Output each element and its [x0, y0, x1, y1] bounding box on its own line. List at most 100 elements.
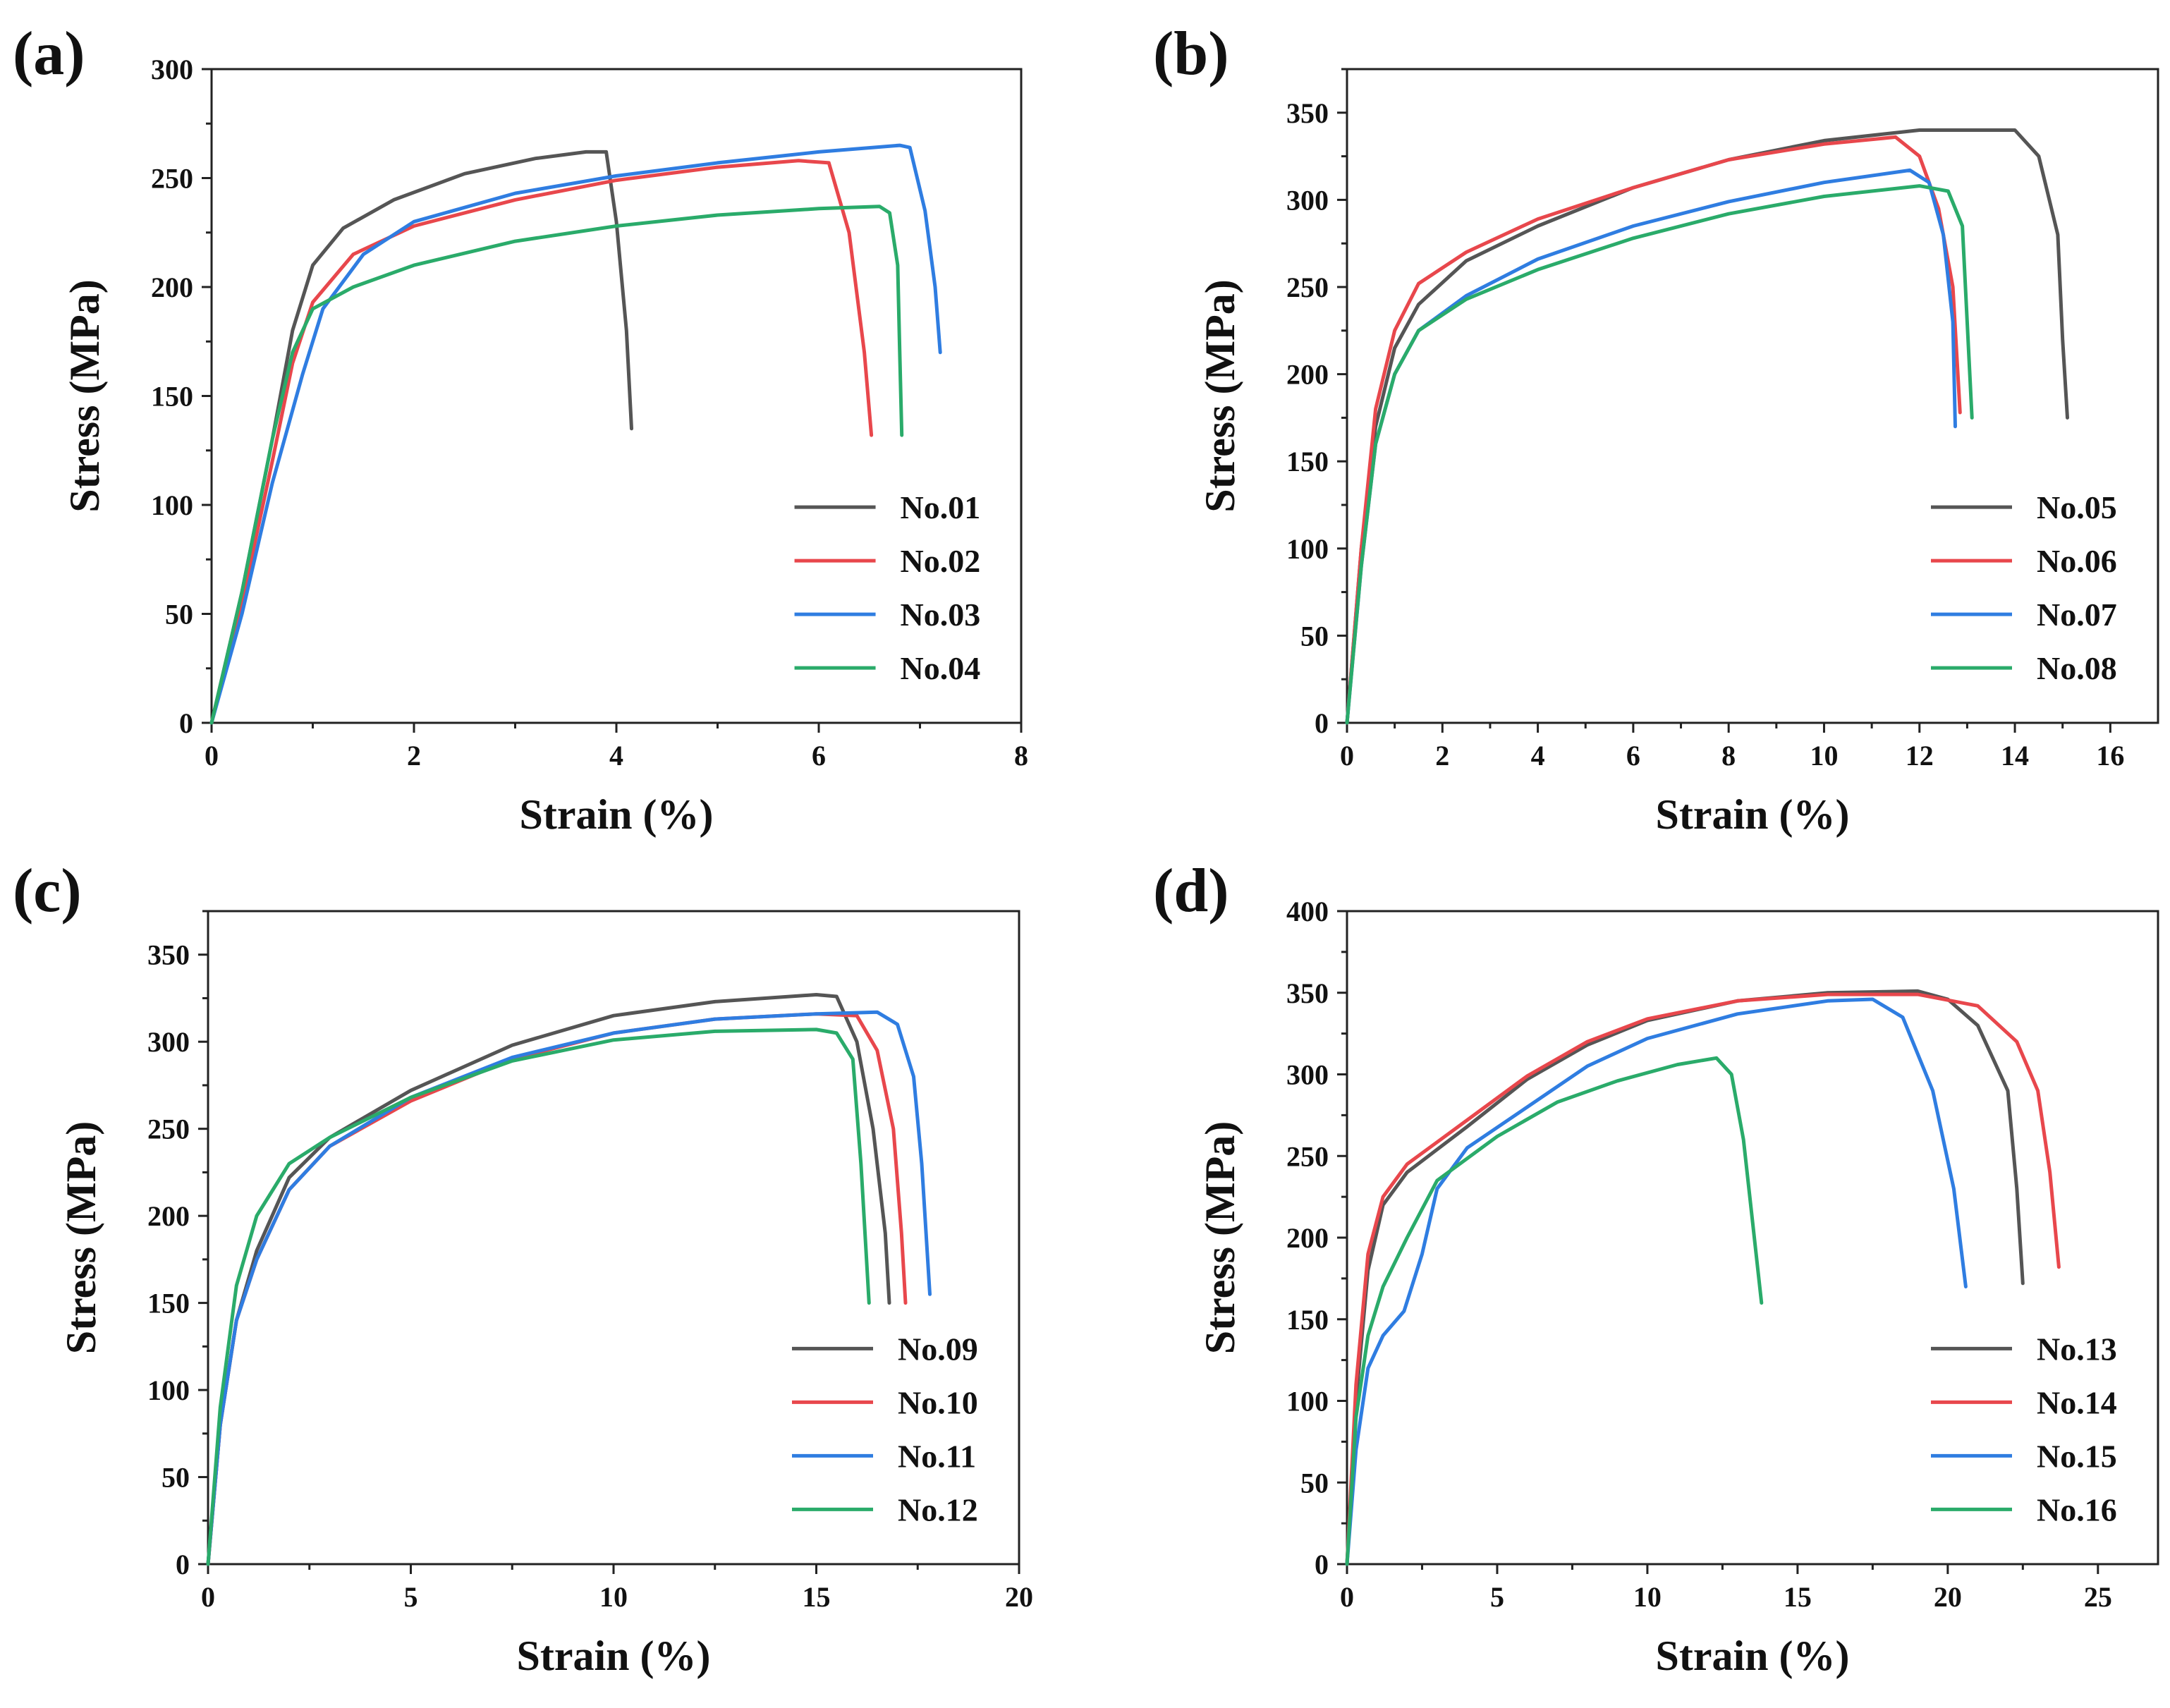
legend-label: No.03	[901, 597, 981, 633]
y-tick-label: 200	[1286, 359, 1329, 391]
y-tick-label: 200	[1286, 1222, 1329, 1254]
y-tick-label: 0	[179, 707, 193, 739]
legend-label: No.02	[901, 543, 981, 579]
panel-a: (a) 0 2 4 6 8 0 50 100 150 200 250 300 Strain (%) Stre…	[13, 20, 1028, 838]
x-axis-title: Strain (%)	[520, 791, 714, 838]
series-line-no06	[1345, 135, 1962, 725]
y-tick-label: 150	[151, 381, 193, 413]
y-tick-label: 0	[1315, 707, 1329, 739]
y-tick-label: 150	[147, 1288, 190, 1319]
x-tick-label: 15	[803, 1581, 831, 1613]
series-line-no07	[1345, 168, 1957, 725]
series-line-no14	[1345, 992, 2061, 1566]
y-tick-label: 50	[161, 1462, 190, 1494]
x-tick-label: 0	[1340, 740, 1354, 771]
x-tick-label: 5	[1490, 1581, 1504, 1613]
x-tick-label: 20	[1934, 1581, 1962, 1613]
x-tick-label: 20	[1005, 1581, 1033, 1613]
series-line-no11	[206, 1010, 932, 1566]
y-axis-title: Stress (MPa)	[1197, 1121, 1243, 1354]
legend-label: No.11	[898, 1438, 976, 1474]
legend-label: No.09	[898, 1331, 978, 1367]
y-tick-label: 300	[151, 54, 193, 85]
legend-label: No.01	[901, 489, 981, 525]
y-tick-label: 300	[1286, 184, 1329, 216]
y-tick-label: 300	[147, 1026, 190, 1058]
x-tick-label: 6	[1626, 740, 1640, 771]
y-tick-label: 200	[151, 272, 193, 303]
x-tick-label: 2	[407, 740, 421, 771]
y-tick-label: 250	[151, 163, 193, 195]
y-tick-label: 250	[147, 1114, 190, 1145]
legend-label: No.06	[2037, 543, 2117, 579]
panel-b: (b) 0 2 4 6 8 10 12 14 16 0 50 100 150 200 250 300 350 Str…	[1153, 20, 2159, 838]
y-tick-label: 100	[151, 489, 193, 521]
panel-d: (d)0 5 10 15 20 25050100150200250300350400Str…	[1153, 857, 2159, 1679]
y-tick-label: 250	[1286, 1140, 1329, 1172]
legend-label: No.07	[2037, 597, 2117, 633]
y-axis-title: Stress (MPa)	[1197, 279, 1243, 512]
x-tick-label: 6	[812, 740, 826, 771]
legend-label: No.15	[2037, 1438, 2117, 1474]
series-line-no04	[209, 205, 904, 725]
panel-label: (c)	[13, 857, 82, 925]
x-tick-label: 2	[1435, 740, 1449, 771]
legend-label: No.05	[2037, 489, 2117, 525]
x-tick-label: 0	[1340, 1581, 1354, 1613]
y-axis-title: Stress (MPa)	[58, 1121, 104, 1354]
y-tick-label: 200	[147, 1200, 190, 1232]
x-tick-label: 0	[201, 1581, 215, 1613]
y-tick-label: 150	[1286, 1304, 1329, 1336]
x-tick-label: 10	[599, 1581, 628, 1613]
series-line-no13	[1345, 989, 2025, 1566]
x-tick-label: 4	[1531, 740, 1545, 771]
x-tick-label: 16	[2096, 740, 2124, 771]
y-tick-label: 50	[1300, 620, 1329, 652]
x-axis-title: Strain (%)	[517, 1633, 711, 1679]
x-tick-label: 8	[1014, 740, 1028, 771]
legend-label: No.16	[2037, 1492, 2117, 1527]
panel-label: (d)	[1153, 857, 1229, 925]
y-tick-label: 150	[1286, 446, 1329, 477]
y-tick-label: 100	[1286, 533, 1329, 565]
series-line-no02	[209, 159, 874, 725]
y-tick-label: 350	[1286, 97, 1329, 129]
y-tick-label: 300	[1286, 1059, 1329, 1091]
panel-label: (b)	[1153, 20, 1229, 88]
x-tick-label: 10	[1633, 1581, 1662, 1613]
y-tick-label: 50	[165, 599, 193, 630]
y-tick-label: 350	[1286, 977, 1329, 1009]
x-tick-label: 15	[1784, 1581, 1812, 1613]
y-tick-label: 0	[176, 1549, 190, 1580]
plot-frame	[1346, 68, 2159, 724]
series-line-no10	[206, 1012, 908, 1566]
y-tick-label: 350	[147, 939, 190, 971]
series-line-no16	[1345, 1056, 1764, 1566]
y-tick-label: 400	[1286, 896, 1329, 927]
series-line-no09	[206, 993, 891, 1566]
legend-label: No.04	[901, 650, 981, 686]
x-axis-title: Strain (%)	[1656, 1633, 1850, 1679]
x-tick-label: 14	[2001, 740, 2029, 771]
panel-label: (a)	[13, 20, 85, 88]
series-line-no03	[209, 143, 942, 725]
legend-label: No.13	[2037, 1331, 2117, 1367]
x-tick-label: 0	[205, 740, 219, 771]
legend-label: No.14	[2037, 1384, 2117, 1420]
x-tick-label: 10	[1810, 740, 1838, 771]
y-tick-label: 100	[147, 1374, 190, 1406]
legend-label: No.12	[898, 1492, 978, 1527]
x-tick-label: 4	[609, 740, 623, 771]
legend-label: No.08	[2037, 650, 2117, 686]
y-tick-label: 100	[1286, 1386, 1329, 1417]
y-tick-label: 250	[1286, 272, 1329, 303]
series-line-no08	[1345, 184, 1974, 725]
y-axis-title: Stress (MPa)	[61, 279, 108, 512]
x-tick-label: 12	[1906, 740, 1934, 771]
x-tick-label: 5	[404, 1581, 418, 1613]
y-tick-label: 0	[1315, 1549, 1329, 1580]
series-line-no12	[206, 1027, 871, 1566]
legend-label: No.10	[898, 1384, 978, 1420]
